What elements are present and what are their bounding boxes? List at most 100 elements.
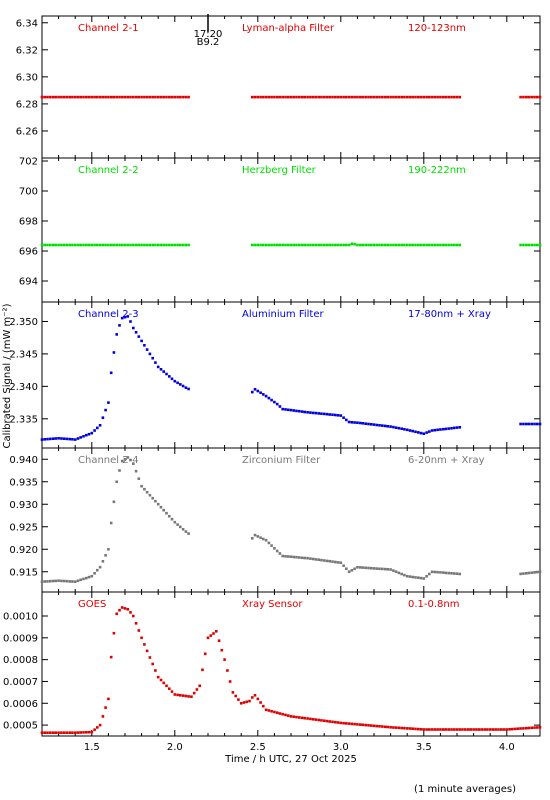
data-point [419,431,423,435]
data-point [104,554,107,557]
data-point [267,396,271,400]
data-point [428,728,431,731]
data-point [251,537,254,540]
data-point [433,428,437,432]
data-point [107,95,110,99]
data-point [156,95,160,99]
data-point [262,243,265,247]
data-point [68,731,71,734]
data-point [397,726,401,730]
data-point [123,95,127,99]
data-point [71,95,74,99]
data-point [107,243,110,247]
data-point [170,243,174,247]
panel-label-filter: Lyman-alpha Filter [242,23,335,34]
data-point [273,547,276,550]
data-point [353,421,356,424]
data-point [356,723,359,726]
data-point [140,243,143,247]
data-point [82,435,85,438]
data-point [309,95,312,99]
data-point [331,413,334,416]
data-point [278,243,282,247]
data-point [439,571,442,574]
flare-marker-time: 17:20 [194,29,223,40]
data-point [350,569,354,572]
data-point [350,722,354,726]
data-point [441,427,445,431]
data-point [134,243,138,247]
data-point [43,243,47,247]
data-point [284,555,287,558]
data-point [85,731,88,734]
data-point [372,243,376,247]
data-point [320,719,323,722]
data-point [286,243,290,247]
data-point [378,95,381,99]
data-point [112,243,116,247]
data-point [201,668,204,672]
panel-frame [41,447,541,593]
data-point [530,726,533,730]
data-point [284,713,287,717]
data-point [76,243,80,247]
data-point [522,727,525,730]
data-point [328,720,331,723]
data-point [527,571,531,575]
data-point [273,400,276,404]
data-point [397,95,401,99]
data-point [65,243,69,247]
data-point [535,422,539,426]
data-point [156,502,160,506]
data-point [428,95,431,99]
data-point [176,523,179,526]
data-point [375,567,379,570]
data-point [82,731,85,734]
data-point [98,424,102,427]
data-point [320,243,323,247]
data-point [79,243,82,247]
data-point [184,243,188,247]
data-point [502,728,506,731]
data-point [278,405,282,408]
data-point [394,726,398,729]
data-point [289,715,293,718]
data-point [228,680,232,683]
data-point [508,728,511,731]
data-point [483,728,486,731]
data-point [154,499,157,503]
data-point [76,731,80,734]
data-point [256,697,260,701]
data-point [154,669,157,672]
data-point [264,95,268,99]
data-point [439,728,442,731]
data-point [151,356,154,360]
data-point [458,95,462,99]
data-point [361,422,365,425]
y-tick-label: 700 [19,187,38,198]
data-point [115,333,118,336]
data-point [270,95,273,99]
data-point [286,714,290,717]
data-point [447,571,450,575]
data-point [173,95,177,99]
data-point [317,558,320,561]
data-point [364,422,367,425]
data-point [151,243,154,247]
data-point [414,576,417,579]
data-point [419,95,423,99]
data-point [436,95,439,99]
panel-frame [41,157,541,303]
data-point [181,694,185,697]
data-point [159,505,163,509]
data-point [334,560,337,564]
data-point [497,728,500,731]
data-point [309,557,312,560]
data-point [275,711,279,714]
data-point [522,95,525,99]
data-point [414,243,417,247]
data-point [381,243,384,247]
data-point [46,731,49,734]
data-point [281,554,284,558]
